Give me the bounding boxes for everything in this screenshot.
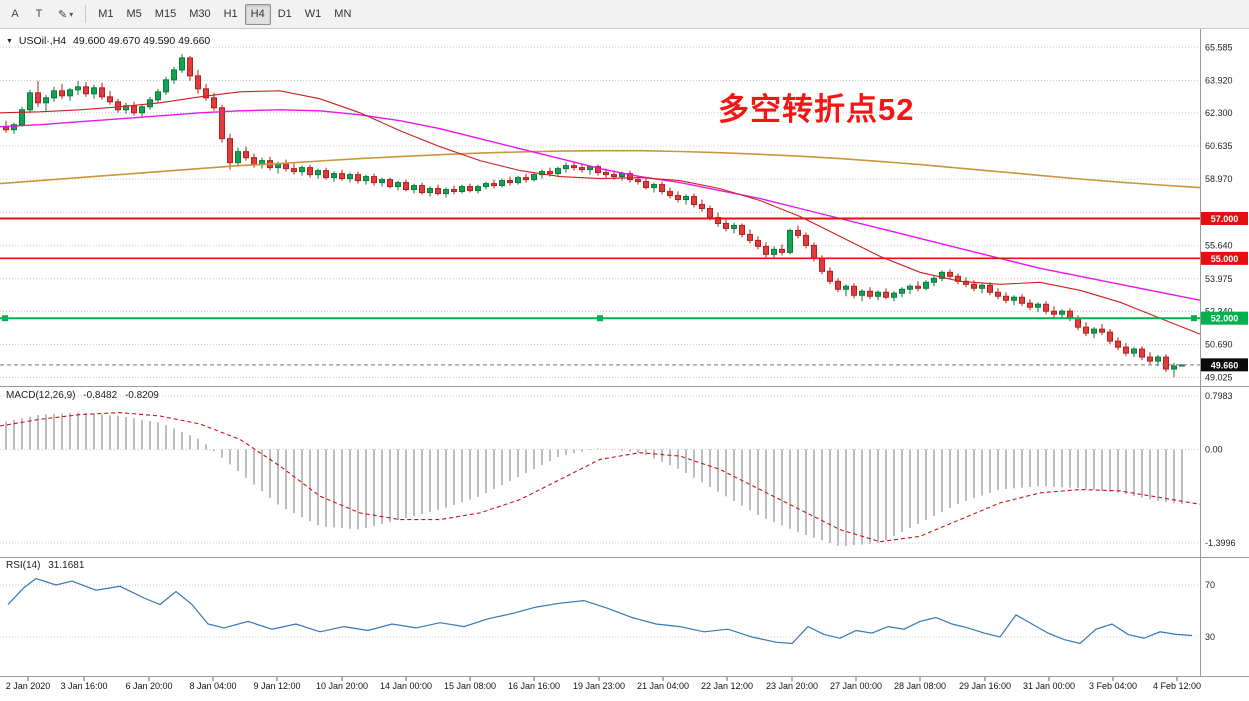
svg-text:49.660: 49.660 <box>1211 360 1239 370</box>
macd-label: MACD(12,26,9) -0.8482 -0.8209 <box>6 390 164 401</box>
svg-text:30: 30 <box>1205 632 1215 642</box>
macd-series <box>0 412 1201 546</box>
chart-annotation: 多空转折点52 <box>718 92 915 127</box>
svg-text:23 Jan 20:00: 23 Jan 20:00 <box>766 681 818 691</box>
timeframe-d1[interactable]: D1 <box>272 4 298 25</box>
pencil-icon: ✎ <box>58 8 68 21</box>
ma-slow-orange <box>0 149 1201 189</box>
tool-text-button[interactable]: T <box>28 4 50 25</box>
svg-text:6 Jan 20:00: 6 Jan 20:00 <box>125 681 172 691</box>
timeframe-w1[interactable]: W1 <box>299 4 328 25</box>
svg-text:14 Jan 00:00: 14 Jan 00:00 <box>380 681 432 691</box>
macd-signal-value: -0.8209 <box>124 390 159 401</box>
svg-text:27 Jan 00:00: 27 Jan 00:00 <box>830 681 882 691</box>
svg-text:19 Jan 23:00: 19 Jan 23:00 <box>573 681 625 691</box>
timeframe-mn[interactable]: MN <box>328 4 357 25</box>
svg-text:0.00: 0.00 <box>1205 444 1223 454</box>
timeframe-group: M1 M5 M15 M30 H1 H4 D1 W1 MN <box>92 3 357 25</box>
svg-text:16 Jan 16:00: 16 Jan 16:00 <box>508 681 560 691</box>
svg-text:49.025: 49.025 <box>1205 373 1233 383</box>
price-axis: 65.585 63.920 62.300 60.635 58.970 55.640 53.9… <box>1205 42 1236 642</box>
svg-text:0.7983: 0.7983 <box>1205 391 1233 401</box>
svg-text:52.000: 52.000 <box>1211 314 1239 324</box>
svg-text:62.300: 62.300 <box>1205 108 1233 118</box>
price-tag-52.000: 52.000 <box>1201 311 1248 325</box>
svg-text:55.000: 55.000 <box>1211 254 1239 264</box>
svg-text:53.975: 53.975 <box>1205 274 1233 284</box>
svg-text:31 Jan 00:00: 31 Jan 00:00 <box>1023 681 1075 691</box>
svg-text:28 Jan 08:00: 28 Jan 08:00 <box>894 681 946 691</box>
symbol-label: USOil·,H4 <box>18 35 67 47</box>
symbol-ohlc-line: ▼ USOil·,H4 49.600 49.670 49.590 49.660 <box>6 35 214 47</box>
text-tool-icon: T <box>35 8 43 20</box>
svg-text:-1.3996: -1.3996 <box>1205 538 1236 548</box>
macd-main-value: -0.8482 <box>83 390 118 401</box>
timeframe-m5[interactable]: M5 <box>121 4 148 25</box>
price-tag-57.000: 57.000 <box>1201 211 1248 225</box>
rsi-value: 31.1681 <box>48 560 85 571</box>
tool-arrow-button[interactable]: A <box>4 4 26 25</box>
drawing-tools-dropdown[interactable]: ✎ ▾ <box>52 4 79 25</box>
svg-text:50.690: 50.690 <box>1205 339 1233 349</box>
svg-text:29 Jan 16:00: 29 Jan 16:00 <box>959 681 1011 691</box>
toolbar-separator <box>85 5 87 23</box>
svg-text:15 Jan 08:00: 15 Jan 08:00 <box>444 681 496 691</box>
arrow-tool-icon: A <box>11 8 19 20</box>
svg-text:70: 70 <box>1205 580 1215 590</box>
svg-text:10 Jan 20:00: 10 Jan 20:00 <box>316 681 368 691</box>
toolbar: A T ✎ ▾ M1 M5 M15 M30 H1 H4 D1 W1 MN <box>0 0 1249 29</box>
timeframe-h1[interactable]: H1 <box>218 4 244 25</box>
collapse-arrow-icon[interactable]: ▼ <box>6 38 13 45</box>
selection-handle[interactable] <box>1191 315 1197 322</box>
svg-text:52.340: 52.340 <box>1205 306 1233 316</box>
svg-text:58.970: 58.970 <box>1205 174 1233 184</box>
chevron-down-icon: ▾ <box>69 9 74 19</box>
svg-text:4 Feb 12:00: 4 Feb 12:00 <box>1153 681 1201 691</box>
svg-text:63.920: 63.920 <box>1205 75 1233 85</box>
hline-52.000[interactable] <box>0 315 1200 322</box>
gridlines <box>0 46 1200 638</box>
svg-text:9 Jan 12:00: 9 Jan 12:00 <box>253 681 300 691</box>
timeframe-m1[interactable]: M1 <box>92 4 119 25</box>
selection-handle[interactable] <box>597 315 603 322</box>
price-tag-55.000: 55.000 <box>1201 251 1248 265</box>
current-price-tag: 49.660 <box>1201 358 1248 372</box>
ohlc-values: 49.600 49.670 49.590 49.660 <box>73 35 211 47</box>
timeframe-m30[interactable]: M30 <box>183 4 216 25</box>
svg-text:21 Jan 04:00: 21 Jan 04:00 <box>637 681 689 691</box>
time-axis: 2 Jan 2020 3 Jan 16:00 6 Jan 20:00 8 Jan 04… <box>6 677 1201 691</box>
svg-text:8 Jan 04:00: 8 Jan 04:00 <box>189 681 236 691</box>
timeframe-h4[interactable]: H4 <box>244 3 271 25</box>
svg-text:65.585: 65.585 <box>1205 42 1233 52</box>
macd-indicator-name: MACD(12,26,9) <box>6 390 76 401</box>
svg-text:3 Jan 16:00: 3 Jan 16:00 <box>60 681 107 691</box>
svg-text:55.640: 55.640 <box>1205 241 1233 251</box>
svg-text:2 Jan 2020: 2 Jan 2020 <box>6 681 51 691</box>
svg-text:57.000: 57.000 <box>1211 214 1239 224</box>
ma-fast-red <box>0 90 1201 335</box>
rsi-indicator-name: RSI(14) <box>6 560 41 571</box>
rsi-label: RSI(14) 31.1681 <box>6 560 89 571</box>
rsi-series <box>7 577 1193 645</box>
svg-text:3 Feb 04:00: 3 Feb 04:00 <box>1089 681 1137 691</box>
timeframe-m15[interactable]: M15 <box>149 4 182 25</box>
svg-text:60.635: 60.635 <box>1205 141 1233 151</box>
selection-handle[interactable] <box>2 315 8 322</box>
svg-text:22 Jan 12:00: 22 Jan 12:00 <box>701 681 753 691</box>
